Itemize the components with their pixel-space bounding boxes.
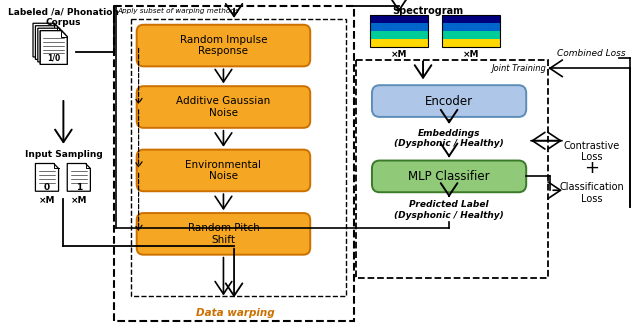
FancyBboxPatch shape bbox=[137, 213, 310, 255]
Polygon shape bbox=[40, 31, 67, 65]
FancyBboxPatch shape bbox=[137, 150, 310, 191]
Text: Data warping: Data warping bbox=[196, 308, 275, 318]
Text: ×M: ×M bbox=[39, 196, 55, 205]
Text: MLP Classifier: MLP Classifier bbox=[408, 170, 490, 183]
Text: Random Impulse
Response: Random Impulse Response bbox=[180, 35, 267, 56]
Text: +: + bbox=[584, 160, 599, 177]
Polygon shape bbox=[38, 28, 65, 62]
Text: Additive Gaussian
Noise: Additive Gaussian Noise bbox=[177, 96, 271, 118]
Text: Encoder: Encoder bbox=[425, 95, 473, 108]
Text: 1: 1 bbox=[76, 183, 82, 192]
Text: 1/0: 1/0 bbox=[47, 54, 60, 63]
Text: ×M: ×M bbox=[390, 50, 407, 59]
Polygon shape bbox=[35, 26, 63, 60]
Bar bbox=[115, 6, 354, 321]
Text: Input Sampling: Input Sampling bbox=[24, 150, 102, 159]
Text: Combined Loss: Combined Loss bbox=[557, 49, 626, 59]
Bar bbox=[131, 19, 346, 296]
Text: ×M: ×M bbox=[70, 196, 87, 205]
Text: Apply subset of warping methods: Apply subset of warping methods bbox=[117, 8, 239, 14]
FancyBboxPatch shape bbox=[137, 25, 310, 66]
Bar bbox=[370, 15, 428, 47]
Text: Joint Training: Joint Training bbox=[492, 65, 547, 73]
Text: Environmental
Noise: Environmental Noise bbox=[186, 160, 262, 181]
Text: 0: 0 bbox=[44, 183, 50, 192]
FancyBboxPatch shape bbox=[372, 161, 526, 192]
Bar bbox=[356, 61, 548, 278]
Polygon shape bbox=[33, 23, 60, 57]
FancyBboxPatch shape bbox=[137, 86, 310, 128]
Text: Random Pitch
Shift: Random Pitch Shift bbox=[188, 223, 259, 245]
Text: Embeddings
(Dysphonic / Healthy): Embeddings (Dysphonic / Healthy) bbox=[394, 129, 504, 148]
Text: Contrastive
Loss: Contrastive Loss bbox=[564, 141, 620, 162]
Text: ×M: ×M bbox=[463, 50, 479, 59]
FancyBboxPatch shape bbox=[372, 85, 526, 117]
Text: Predicted Label
(Dysphonic / Healthy): Predicted Label (Dysphonic / Healthy) bbox=[394, 200, 504, 219]
Polygon shape bbox=[67, 164, 90, 191]
Bar bbox=[442, 15, 500, 47]
Text: Labeled /a/ Phonation
Corpus: Labeled /a/ Phonation Corpus bbox=[8, 8, 119, 27]
Polygon shape bbox=[40, 31, 67, 65]
Text: Spectrogram: Spectrogram bbox=[392, 6, 463, 16]
Text: Classification
Loss: Classification Loss bbox=[559, 182, 624, 204]
Polygon shape bbox=[35, 164, 59, 191]
